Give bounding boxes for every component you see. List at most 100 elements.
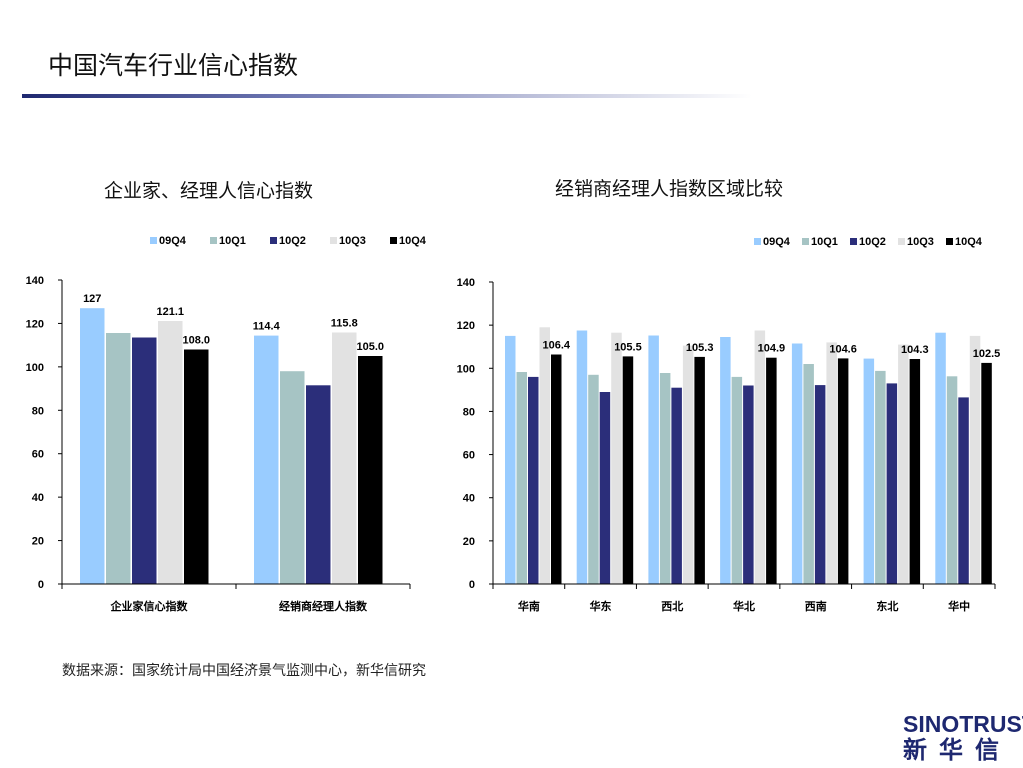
chart2-bar-10Q4-6 [981, 362, 992, 584]
chart2-x-tick-label: 华中 [948, 599, 970, 613]
chart1-data-label: 115.8 [331, 318, 358, 330]
chart1-legend-swatch-10Q3 [330, 237, 337, 244]
chart2-data-label: 104.3 [901, 344, 929, 356]
chart1-bar-09Q4-0 [80, 308, 105, 584]
chart2-bar-10Q1-4 [803, 364, 814, 584]
chart1-y-tick-label: 120 [26, 318, 44, 330]
chart2-bar-10Q3-4 [826, 342, 837, 584]
chart1-legend-label: 10Q2 [279, 235, 306, 247]
chart2-y-tick-label: 140 [457, 277, 475, 289]
chart2-legend-label: 10Q4 [955, 236, 983, 248]
chart2-bar-09Q4-5 [863, 358, 875, 584]
chart2-bar-10Q2-2 [671, 387, 682, 584]
chart1-data-label: 114.4 [253, 321, 281, 333]
title-rule [22, 94, 752, 98]
page-title: 中国汽车行业信心指数 [48, 51, 299, 80]
chart2-bar-10Q2-1 [599, 392, 611, 584]
chart1-y-tick-label: 80 [32, 405, 44, 417]
chart2-bar-10Q3-5 [898, 344, 909, 584]
chart2-bar-10Q1-2 [659, 373, 671, 584]
logo-text-cn: 新华信 [903, 736, 1011, 764]
chart2-bar-10Q4-5 [909, 359, 921, 584]
chart1-bar-10Q4-0 [184, 349, 209, 584]
chart2-data-label: 102.5 [973, 348, 1001, 360]
chart1-bar-10Q3-0 [158, 321, 183, 584]
chart2-legend-label: 10Q2 [859, 236, 886, 248]
chart2-bar-10Q1-6 [946, 376, 958, 584]
chart1-x-tick-label: 企业家信心指数 [110, 599, 189, 613]
chart2-data-label: 104.6 [829, 343, 857, 355]
chart2-bar-09Q4-0 [505, 335, 516, 584]
chart2-bar-10Q2-0 [528, 376, 539, 584]
chart2-x-tick-label: 华南 [518, 599, 540, 613]
chart1-legend-swatch-10Q4 [390, 237, 397, 244]
chart1-y-tick-label: 40 [32, 492, 44, 504]
chart1-bar-10Q1-0 [106, 333, 131, 584]
chart2-bar-10Q3-0 [539, 327, 550, 584]
chart2-y-tick-label: 20 [463, 536, 475, 548]
chart1-legend-label: 10Q4 [399, 235, 427, 247]
chart2-x-tick-label: 华北 [733, 599, 755, 613]
chart1-y-tick-label: 20 [32, 536, 44, 548]
chart1-data-label: 105.0 [356, 341, 384, 353]
chart2-bar-10Q1-1 [588, 374, 599, 584]
chart1-legend-label: 10Q3 [339, 235, 366, 247]
chart1-bar-10Q2-0 [132, 337, 157, 584]
chart2-bar-10Q3-2 [682, 345, 694, 584]
chart1-legend-label: 10Q1 [219, 235, 246, 247]
chart2-legend-swatch-10Q2 [850, 238, 857, 245]
chart1-data-label: 108.0 [182, 334, 210, 346]
chart1-bar-09Q4-1 [254, 335, 279, 584]
chart2-bar-10Q2-5 [886, 383, 898, 584]
chart2-bar-10Q4-0 [551, 354, 562, 584]
chart2-bar-10Q1-3 [731, 376, 743, 584]
chart1-data-label: 127 [83, 293, 101, 305]
chart2-data-label: 106.4 [542, 339, 570, 351]
chart2-bar-10Q2-3 [743, 385, 754, 584]
chart2-y-tick-label: 80 [463, 406, 475, 418]
chart2-legend-swatch-10Q4 [946, 238, 953, 245]
chart2-bar-10Q1-5 [875, 370, 886, 584]
chart2-bar-10Q4-2 [694, 356, 705, 584]
chart2-legend-label: 09Q4 [763, 236, 791, 248]
chart2-legend-swatch-09Q4 [754, 238, 761, 245]
chart2-bar-10Q3-1 [611, 332, 622, 584]
chart1-legend-label: 09Q4 [159, 235, 187, 247]
chart2-data-label: 105.3 [686, 342, 714, 354]
chart2-data-label: 104.9 [758, 343, 786, 355]
chart1-legend-swatch-10Q1 [210, 237, 217, 244]
chart1-data-label: 121.1 [156, 306, 184, 318]
logo-text-en: SINOTRUST [903, 711, 1023, 737]
chart2-y-tick-label: 120 [457, 320, 475, 332]
chart2-bar-09Q4-3 [720, 337, 731, 584]
sinotrust-logo: SINOTRUST 新华信 [903, 711, 1023, 764]
chart1-y-tick-label: 100 [26, 362, 44, 374]
chart1-y-tick-label: 0 [38, 579, 44, 591]
chart2-bar-10Q2-6 [958, 397, 969, 584]
chart2-title: 经销商经理人指数区域比较 [555, 178, 784, 200]
chart2-data-label: 105.5 [614, 341, 642, 353]
chart2-x-tick-label: 华东 [590, 599, 612, 613]
chart2-legend-label: 10Q3 [907, 236, 934, 248]
chart1-x-tick-label: 经销商经理人指数 [279, 599, 368, 613]
chart1-y-tick-label: 60 [32, 449, 44, 461]
chart2-legend-swatch-10Q1 [802, 238, 809, 245]
chart2-bar-09Q4-2 [648, 335, 659, 584]
chart2-x-tick-label: 东北 [876, 599, 898, 613]
chart1-y-tick-label: 140 [26, 275, 44, 287]
chart2-x-tick-label: 西北 [661, 599, 683, 613]
chart1-title: 企业家、经理人信心指数 [104, 180, 314, 202]
chart2-bar-09Q4-1 [576, 330, 588, 584]
chart1-bar-10Q1-1 [280, 371, 305, 584]
chart2-bar-09Q4-6 [935, 332, 946, 584]
chart2-bar-10Q1-0 [516, 372, 527, 584]
chart2-legend-label: 10Q1 [811, 236, 838, 248]
chart2-bar-10Q3-3 [754, 330, 766, 584]
chart2-y-tick-label: 100 [457, 363, 475, 375]
chart2-bar-10Q4-1 [622, 356, 634, 584]
chart1-bar-10Q2-1 [306, 385, 331, 584]
chart1-legend-swatch-10Q2 [270, 237, 277, 244]
chart1-bar-10Q3-1 [332, 332, 357, 584]
